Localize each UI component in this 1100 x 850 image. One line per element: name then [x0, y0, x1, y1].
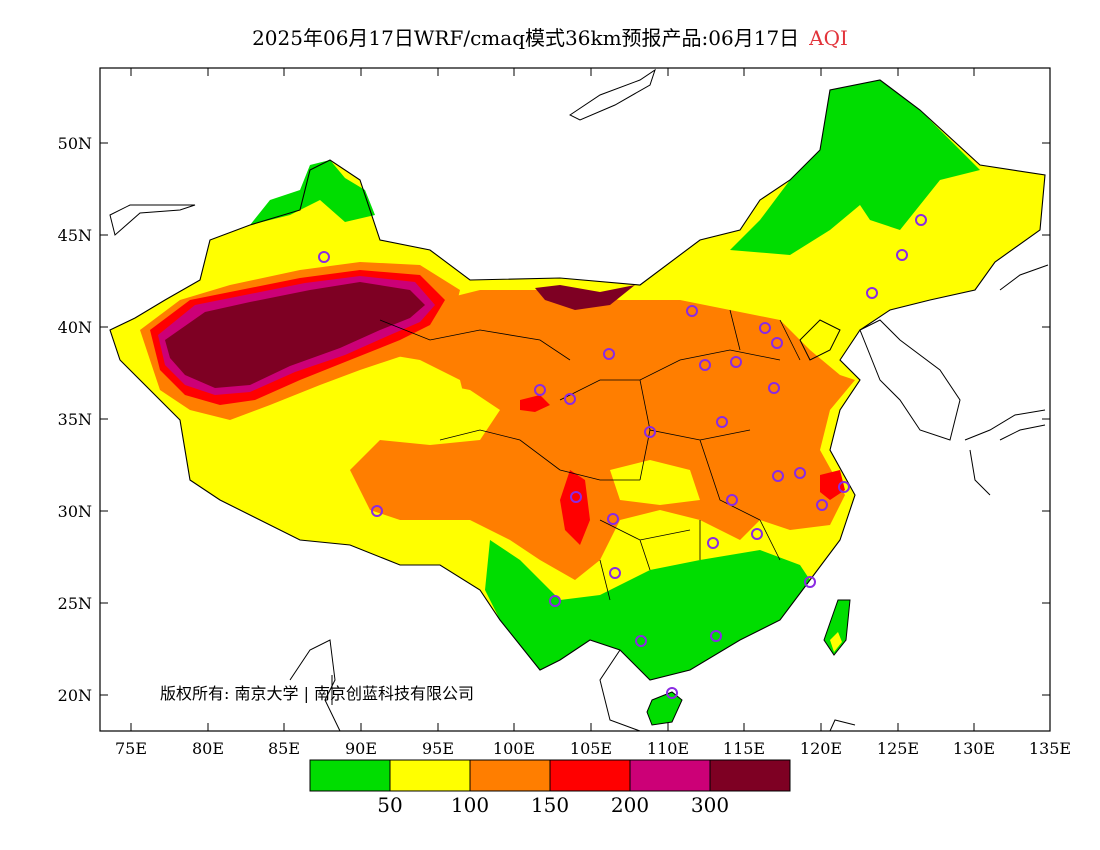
city-marker-icon [570, 491, 582, 503]
lat-label: 40N [58, 318, 92, 337]
lat-label: 20N [58, 686, 92, 705]
city-marker-icon [666, 687, 678, 699]
legend-label: 150 [531, 793, 569, 817]
city-marker-icon [707, 537, 719, 549]
legend-label: 50 [377, 793, 402, 817]
lon-label: 100E [493, 739, 535, 758]
lat-label: 45N [58, 226, 92, 245]
city-marker-icon [609, 567, 621, 579]
coastline-bohai [799, 319, 841, 361]
lat-label: 50N [58, 134, 92, 153]
region-maroon-inner-mongolia [535, 285, 635, 310]
lon-label: 95E [422, 739, 454, 758]
city-marker-icon [804, 576, 816, 588]
city-marker-icon [686, 305, 698, 317]
city-marker-icon [644, 426, 656, 438]
coastline-sakhalin [999, 264, 1049, 291]
city-marker-icon [635, 635, 647, 647]
city-marker-icon [564, 393, 576, 405]
lon-label: 115E [723, 739, 765, 758]
region-orange-central [300, 290, 855, 580]
coastline-japan [964, 409, 1046, 496]
city-marker-icon [751, 528, 763, 540]
city-marker-icon [772, 470, 784, 482]
lon-label: 125E [877, 739, 919, 758]
lon-label: 85E [268, 739, 300, 758]
region-green-northwest [250, 160, 375, 225]
region-red-shanghai [820, 470, 845, 500]
city-marker-icon [726, 494, 738, 506]
legend-swatch [549, 759, 631, 792]
region-yellow-inset [360, 380, 500, 445]
city-marker-icon [915, 214, 927, 226]
city-marker-icon [794, 467, 806, 479]
lon-label: 110E [647, 739, 689, 758]
title-product: AQI [809, 26, 848, 50]
legend-swatch [389, 759, 471, 792]
coastline-philippines [829, 719, 856, 732]
lon-label: 90E [345, 739, 377, 758]
city-marker-icon [866, 287, 878, 299]
city-marker-icon [603, 348, 615, 360]
region-green-south [485, 540, 810, 680]
legend-label: 200 [611, 793, 649, 817]
map-frame [99, 67, 1051, 732]
city-marker-icon [816, 499, 828, 511]
lat-label: 30N [58, 502, 92, 521]
copyright-text: 版权所有: 南京大学 | 南京创蓝科技有限公司 [160, 684, 475, 703]
region-red-sichuan [560, 470, 590, 545]
lat-label: 25N [58, 594, 92, 613]
coastline-vietnam [599, 649, 641, 732]
city-marker-icon [730, 356, 742, 368]
city-marker-icon [759, 322, 771, 334]
city-marker-icon [371, 505, 383, 517]
aqi-legend: 50 100 150 200 300 [309, 759, 791, 817]
city-marker-icon [699, 359, 711, 371]
region-red-qinghai [520, 395, 550, 412]
china-border [109, 79, 1046, 681]
legend-label: 300 [691, 793, 729, 817]
city-marker-icon [896, 249, 908, 261]
city-marker-icon [768, 382, 780, 394]
lake-baikal [569, 68, 656, 121]
title-main: 2025年06月17日WRF/cmaq模式36km预报产品:06月17日 [252, 26, 800, 50]
lon-axis: 75E 80E 85E 90E 95E 100E 105E 110E 115E 120E 125E 1… [115, 68, 1071, 758]
legend-swatch [469, 759, 551, 792]
city-marker-icon [838, 481, 850, 493]
coastline-caspian [109, 204, 196, 236]
coastline-korea [859, 319, 961, 441]
lon-label: 120E [800, 739, 842, 758]
legend-label: 100 [451, 793, 489, 817]
region-yellow-inset-2 [610, 460, 700, 505]
city-marker-icon [716, 416, 728, 428]
lat-label: 35N [58, 410, 92, 429]
region-green-northeast [730, 80, 980, 255]
legend-swatch [309, 759, 391, 792]
city-markers [318, 214, 927, 699]
map-title: 2025年06月17日WRF/cmaq模式36km预报产品:06月17日 AQI [0, 22, 1100, 51]
region-hainan [646, 691, 683, 726]
legend-swatch [629, 759, 711, 792]
city-marker-icon [318, 251, 330, 263]
province-borders [379, 309, 801, 601]
lon-label: 105E [570, 739, 612, 758]
lon-label: 80E [192, 739, 224, 758]
region-maroon-xinjiang [165, 282, 425, 388]
lon-label: 75E [115, 739, 147, 758]
legend-swatch [709, 759, 791, 792]
lat-axis: 50N 45N 40N 35N 30N 25N 20N [58, 134, 1050, 705]
lon-label: 135E [1029, 739, 1071, 758]
lon-label: 130E [953, 739, 995, 758]
coastline-india [289, 639, 341, 732]
city-marker-icon [771, 337, 783, 349]
city-marker-icon [549, 595, 561, 607]
city-marker-icon [534, 384, 546, 396]
city-marker-icon [607, 513, 619, 525]
city-marker-icon [710, 630, 722, 642]
